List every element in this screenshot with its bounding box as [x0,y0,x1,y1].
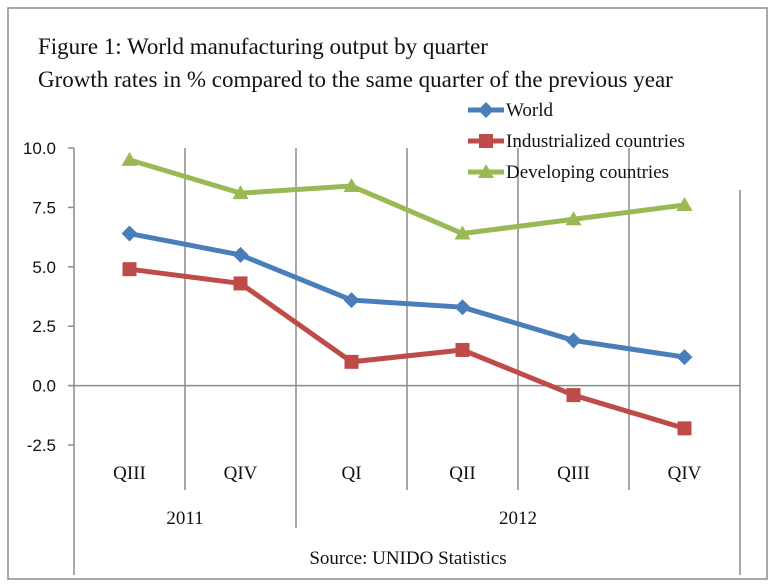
data-point-world [676,349,693,366]
y-tick-label: -2.5 [27,436,56,455]
y-tick-label: 5.0 [32,258,56,277]
legend-label-industrialized-countries: Industrialized countries [506,131,685,152]
x-tick-label: QII [449,463,475,484]
series-line-developing-countries [128,157,685,237]
data-point-developing-countries [343,178,360,193]
legend-marker-industrialized-countries [479,134,493,148]
data-point-industrialized-countries [122,262,137,277]
data-point-developing-countries [676,197,693,212]
legend-label-world: World [506,100,554,121]
y-tick-label: 10.0 [23,139,56,158]
x-tick-label: QIII [557,463,590,484]
data-point-world [565,332,582,349]
legend-marker-world [478,102,494,118]
data-point-developing-countries [121,151,138,166]
chart-title: Figure 1: World manufacturing output by … [38,34,488,59]
data-point-world [121,225,138,242]
x-tick-label: QIV [668,463,702,484]
y-tick-labels: 10.0 7.5 5.0 2.5 0.0 -2.5 [23,139,74,455]
legend: World Industrialized countries Developing … [468,100,685,183]
legend-marker-developing-countries [478,164,494,178]
series-line-industrialized-countries [129,266,686,431]
x-group-label: 2012 [499,508,537,529]
x-tick-label: QIII [113,463,146,484]
x-group-label: 2011 [166,508,203,529]
x-tick-label: QI [341,463,361,484]
data-point-world [232,246,249,263]
data-point-developing-countries [454,225,471,240]
data-point-industrialized-countries [677,421,692,436]
data-point-industrialized-countries [233,276,248,291]
series-lines [121,151,693,436]
y-tick-label: 2.5 [32,317,56,336]
y-tick-label: 0.0 [32,377,56,396]
grid [184,148,741,490]
data-point-industrialized-countries [344,354,359,369]
y-tick-label: 7.5 [32,198,56,217]
series-line-world [129,231,685,360]
legend-label-developing-countries: Developing countries [506,162,669,183]
x-tick-label: QIV [224,463,258,484]
data-point-world [343,292,360,309]
data-point-developing-countries [232,185,249,200]
data-point-industrialized-countries [455,342,470,357]
data-point-world [454,299,471,316]
data-point-industrialized-countries [566,388,581,403]
data-point-developing-countries [565,211,582,226]
x-category-labels: QIII QIV QI QII QIII QIV 2011 2012 [113,463,702,529]
source-note: Source: UNIDO Statistics [309,548,506,569]
axes [68,148,741,575]
chart-border [7,7,768,580]
chart-subtitle: Growth rates in % compared to the same q… [38,67,673,92]
